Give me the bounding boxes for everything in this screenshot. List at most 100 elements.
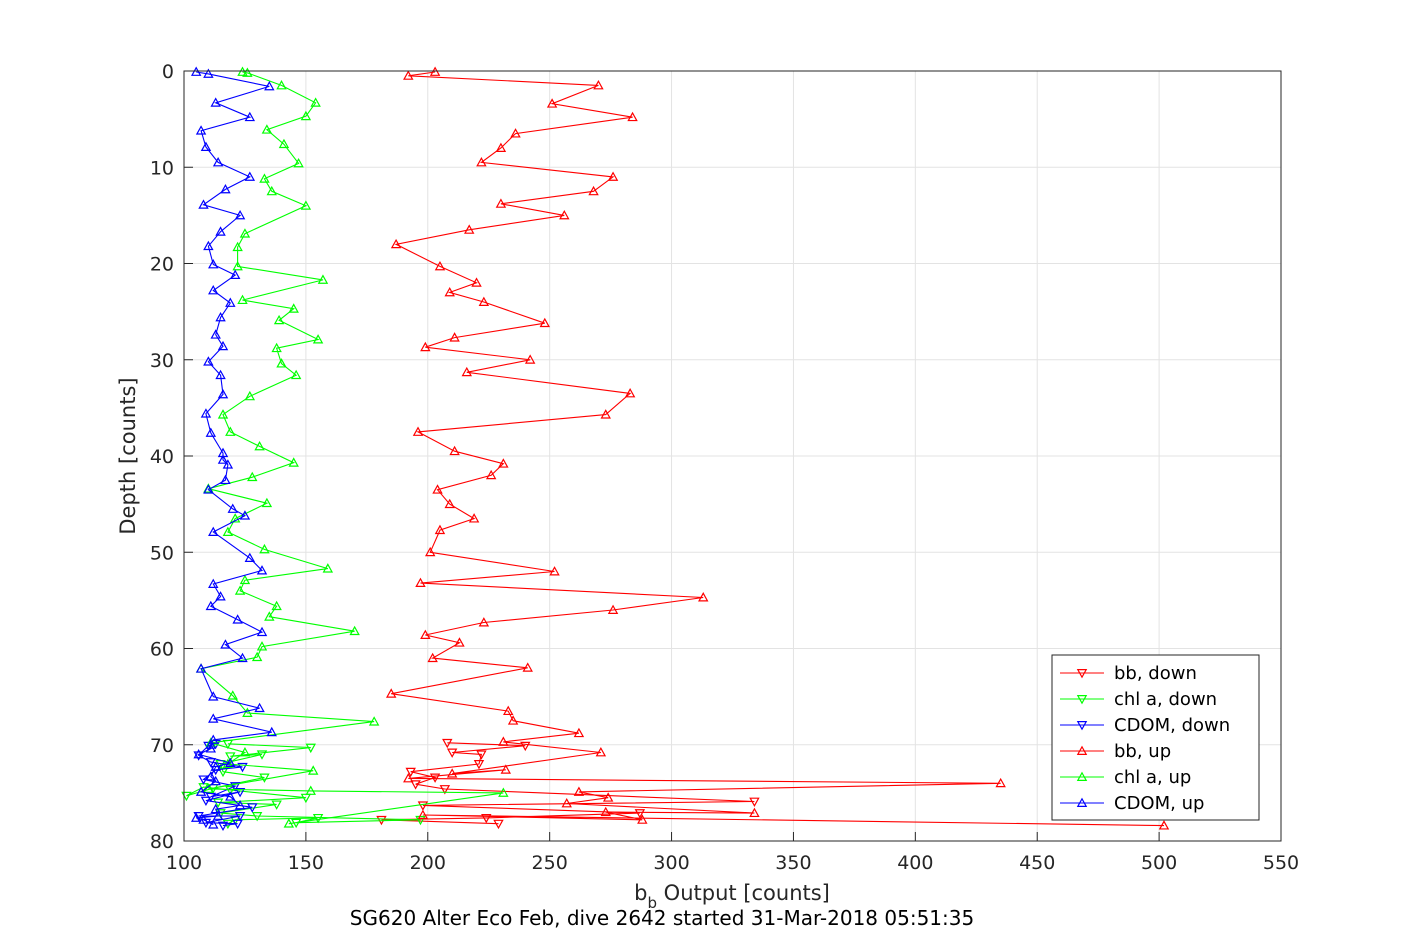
- legend: bb, down chl a, down CDOM, down bb, up chl a…: [1051, 654, 1260, 821]
- data-point: [220, 183, 231, 194]
- data-point: [449, 445, 460, 456]
- data-point: [593, 80, 604, 90]
- legend-item: chl a, down: [1060, 689, 1217, 710]
- data-point: [239, 228, 251, 238]
- data-point: [481, 813, 492, 824]
- data-point: [749, 797, 760, 807]
- data-point: [310, 97, 321, 107]
- data-point: [464, 224, 475, 234]
- series-cdom-up: [190, 66, 277, 829]
- y-axis-label: Depth [counts]: [116, 377, 140, 534]
- data-point: [446, 748, 458, 758]
- data-point: [259, 773, 270, 783]
- series-bb-up: [385, 66, 1170, 830]
- legend-marker: [1076, 745, 1088, 755]
- data-point: [259, 173, 270, 183]
- y-tick-label: 10: [150, 157, 174, 179]
- data-point: [493, 819, 504, 830]
- data-point: [264, 80, 275, 91]
- series-line: [391, 71, 1165, 827]
- x-tick-label: 450: [1019, 852, 1055, 874]
- data-point: [254, 702, 265, 713]
- data-point: [251, 651, 263, 662]
- data-point: [498, 458, 509, 468]
- data-point: [476, 750, 487, 760]
- data-point: [473, 760, 485, 770]
- y-tick-label: 40: [150, 446, 174, 468]
- data-point: [208, 734, 219, 744]
- data-point: [210, 775, 221, 786]
- x-tick-label: 550: [1263, 852, 1299, 874]
- data-point: [461, 366, 473, 377]
- data-point: [254, 440, 265, 451]
- legend-label: CDOM, up: [1114, 793, 1204, 814]
- data-point: [424, 546, 436, 557]
- data-point: [264, 611, 275, 621]
- data-point: [278, 138, 290, 149]
- data-point: [247, 803, 258, 813]
- x-tick-label: 250: [532, 852, 568, 874]
- data-point: [1158, 820, 1170, 830]
- data-point: [215, 311, 226, 322]
- x-axis-label-main: b: [634, 881, 647, 905]
- data-point: [600, 806, 611, 817]
- data-point: [595, 747, 607, 757]
- data-point: [415, 815, 426, 826]
- data-point: [239, 747, 251, 757]
- legend-item: chl a, up: [1060, 767, 1191, 788]
- data-point: [195, 786, 207, 796]
- data-point: [498, 787, 509, 797]
- data-point: [305, 785, 316, 795]
- data-point: [239, 574, 251, 585]
- data-point: [208, 526, 219, 536]
- data-point: [208, 578, 219, 588]
- data-point: [237, 762, 248, 773]
- data-point: [229, 513, 241, 523]
- data-point: [524, 354, 536, 364]
- data-point: [239, 510, 251, 520]
- data-point: [203, 484, 214, 494]
- legend-item: CDOM, down: [1060, 715, 1230, 736]
- data-point: [225, 297, 236, 307]
- data-point: [624, 388, 636, 398]
- data-point: [276, 358, 287, 368]
- data-point: [242, 707, 253, 717]
- data-point: [208, 713, 219, 723]
- tick-labels: 100 150 200 250 300 350 400 450 500 550 0 10 20 30 40 5…: [150, 61, 1299, 874]
- data-point: [225, 791, 236, 801]
- data-point: [559, 209, 570, 220]
- data-point: [607, 171, 619, 181]
- data-point: [420, 629, 431, 639]
- data-point: [495, 198, 507, 208]
- data-point: [215, 369, 226, 380]
- data-point: [561, 798, 572, 808]
- data-point: [446, 768, 458, 778]
- data-point: [405, 767, 416, 778]
- data-point: [193, 748, 204, 759]
- data-point: [420, 341, 431, 352]
- legend-item: bb, down: [1060, 663, 1197, 684]
- data-point: [444, 286, 455, 297]
- data-point: [627, 111, 638, 122]
- data-point: [198, 199, 209, 209]
- y-tick-label: 80: [150, 831, 174, 853]
- data-point: [322, 563, 334, 573]
- legend-label: CDOM, down: [1114, 715, 1230, 736]
- data-point: [208, 259, 219, 269]
- data-point: [454, 637, 465, 647]
- data-point: [215, 226, 226, 236]
- data-point: [266, 726, 277, 737]
- data-point: [205, 427, 217, 437]
- legend-marker: [1076, 695, 1088, 705]
- data-point: [232, 819, 243, 830]
- series-layer: [181, 66, 1170, 832]
- data-point: [220, 474, 231, 485]
- series-line: [196, 71, 272, 826]
- data-point: [205, 758, 217, 768]
- data-point: [195, 125, 207, 135]
- data-point: [634, 809, 646, 819]
- data-point: [210, 97, 221, 107]
- series-line: [186, 743, 421, 825]
- data-point: [449, 332, 460, 342]
